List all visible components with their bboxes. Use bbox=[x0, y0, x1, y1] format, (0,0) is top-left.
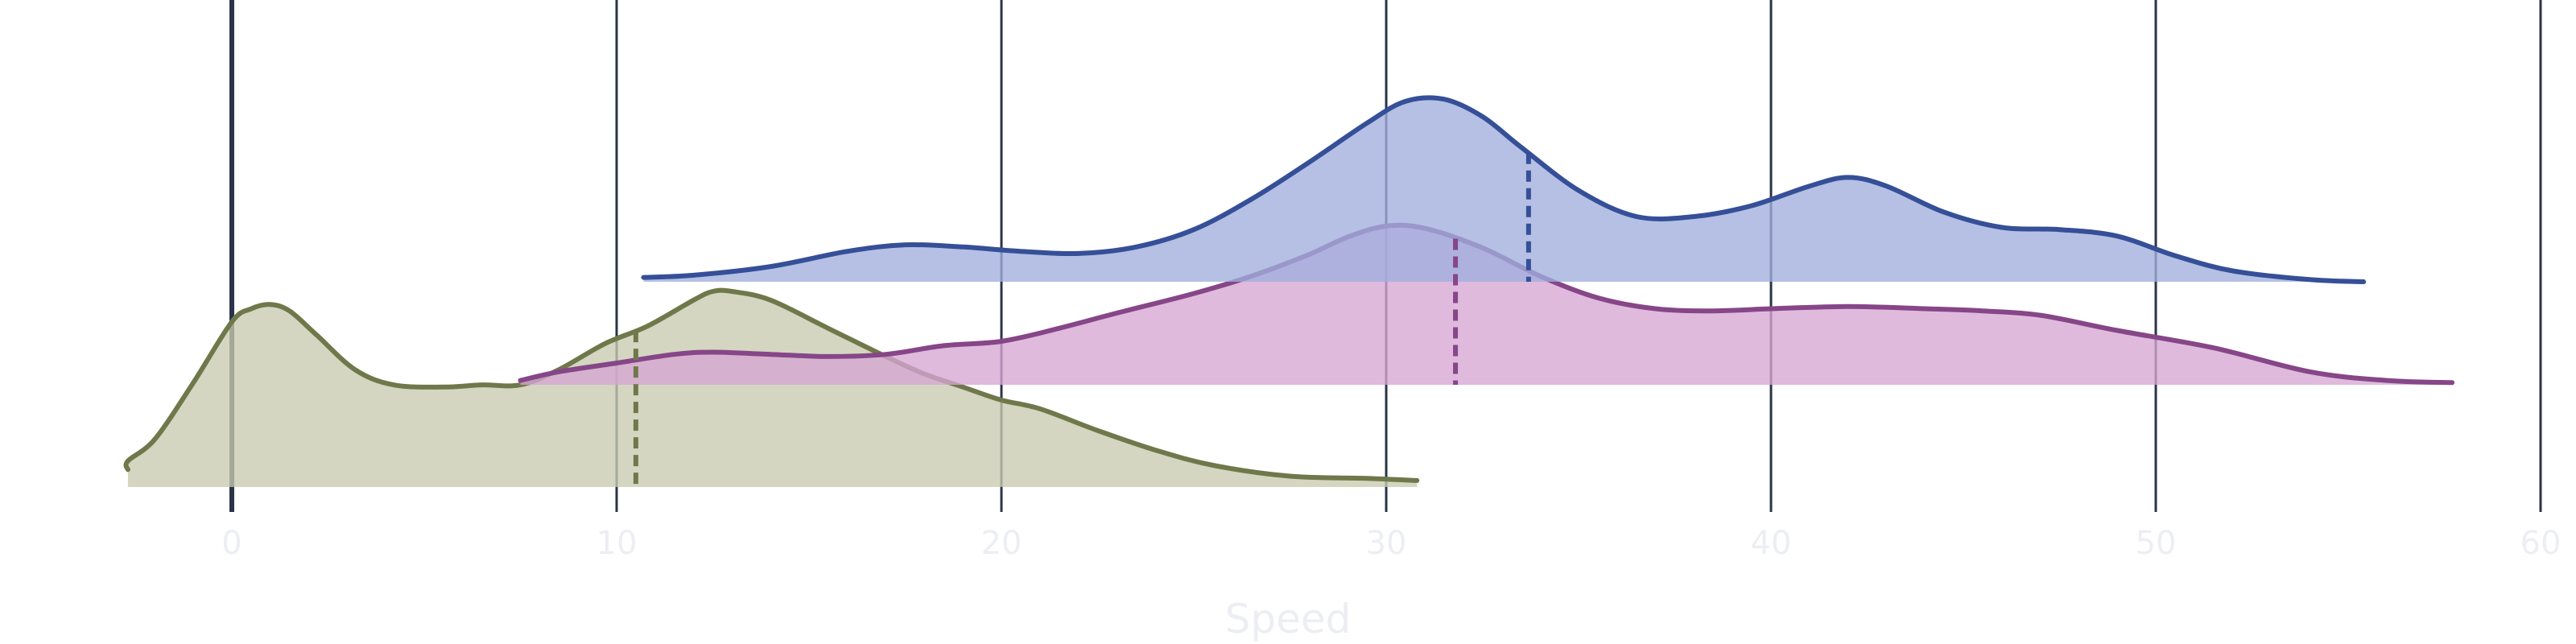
ridge-area-1 bbox=[126, 290, 1418, 487]
x-tick-label-20: 20 bbox=[981, 525, 1022, 562]
x-tick-label-50: 50 bbox=[2136, 525, 2177, 562]
series-group bbox=[123, 95, 2455, 487]
ridge-area-2 bbox=[520, 225, 2453, 385]
x-tick-label-60: 60 bbox=[2520, 525, 2562, 562]
x-tick-label-40: 40 bbox=[1751, 525, 1792, 562]
x-tick-label-10: 10 bbox=[597, 525, 638, 562]
x-tick-label-0: 0 bbox=[221, 525, 242, 562]
reference-markers bbox=[633, 152, 1531, 487]
x-axis-title: Speed bbox=[1225, 596, 1352, 642]
x-tick-label-30: 30 bbox=[1366, 525, 1407, 562]
ridge-line-1 bbox=[123, 287, 1420, 483]
x-tick-labels: 0 10 20 30 40 50 60 bbox=[221, 525, 2561, 562]
ridge-line-3 bbox=[641, 95, 2367, 284]
ridge-area-3 bbox=[643, 97, 2364, 282]
